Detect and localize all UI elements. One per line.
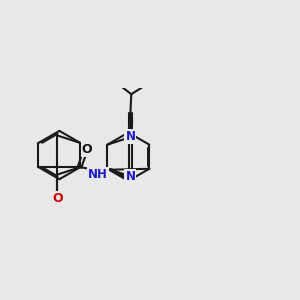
Text: N: N: [125, 170, 135, 183]
Text: O: O: [82, 142, 92, 155]
Text: NH: NH: [88, 167, 108, 181]
Text: O: O: [52, 192, 63, 205]
Text: N: N: [125, 130, 135, 143]
